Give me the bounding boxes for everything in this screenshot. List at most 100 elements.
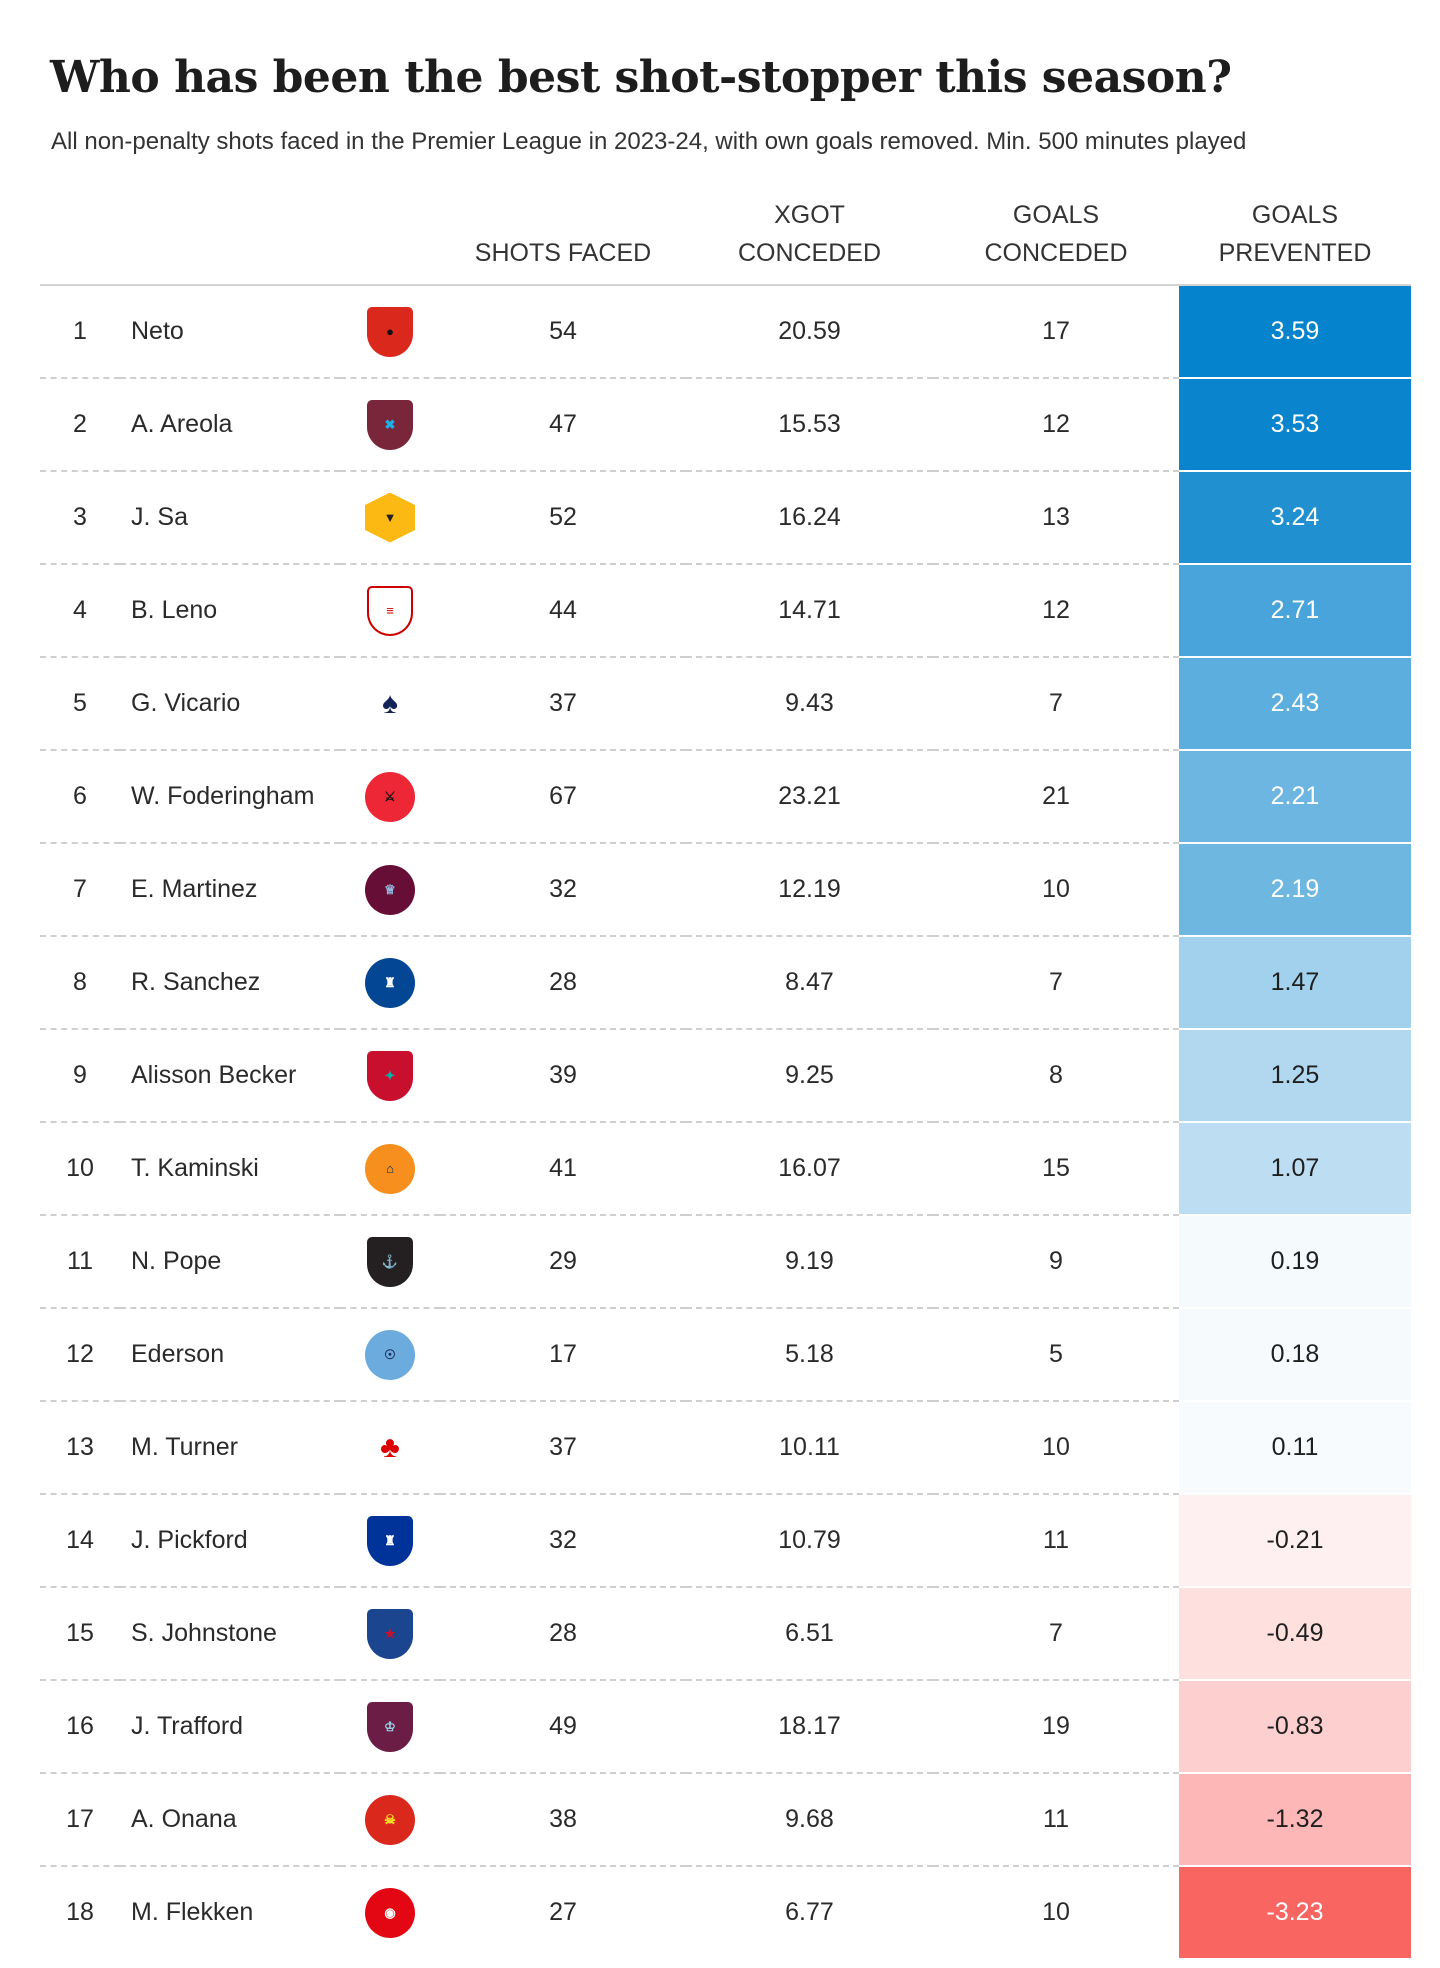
header-shots-faced: SHOTS FACED — [440, 176, 686, 286]
newcastle-crest-icon: ⚓ — [367, 1236, 413, 1287]
xgot-conceded-cell: 5.18 — [686, 1308, 933, 1402]
everton-crest-icon: ♜ — [367, 1515, 413, 1566]
xgot-conceded-cell: 9.43 — [686, 657, 933, 751]
player-name-cell: J. Pickford — [120, 1494, 340, 1588]
shots-faced-cell: 27 — [549, 1898, 577, 1926]
crystal-palace-crest-icon: ★ — [367, 1608, 413, 1659]
rank-cell: 4 — [40, 564, 120, 658]
goals-prevented-cell: 1.47 — [1179, 936, 1411, 1030]
club-logo-cell: ⌂ — [340, 1122, 440, 1216]
shots-faced-cell: 28 — [440, 936, 686, 1030]
club-logo-cell: ▼ — [340, 471, 440, 565]
chelsea-crest-icon: ♜ — [365, 957, 415, 1008]
player-name-cell: A. Onana — [120, 1773, 340, 1867]
shots-faced-cell: 37 — [440, 1401, 686, 1495]
tottenham-crest-icon: ♠ — [382, 686, 398, 720]
club-logo-cell: ♠ — [340, 657, 440, 751]
table-row: 6 W. Foderingham ⚔ 67 23.21 21 2.21 — [40, 750, 1411, 844]
player-name-cell: B. Leno — [120, 564, 340, 658]
goals-conceded-cell: 11 — [933, 1494, 1179, 1588]
goals-prevented-cell: -3.23 — [1179, 1866, 1411, 1958]
header-xgot-line-2: CONCEDED — [737, 239, 882, 267]
header-player — [120, 176, 340, 286]
shots-faced-cell: 41 — [440, 1122, 686, 1216]
liverpool-crest-icon: ✦ — [367, 1050, 413, 1101]
goals-prevented-cell: 3.59 — [1179, 285, 1411, 379]
table-row: 16 J. Trafford ♔ 49 18.17 19 -0.83 — [40, 1680, 1411, 1774]
player-name-cell: T. Kaminski — [120, 1122, 340, 1216]
player-name-cell: M. Flekken — [131, 1898, 254, 1926]
table-row: 15 S. Johnstone ★ 28 6.51 7 -0.49 — [40, 1587, 1411, 1681]
table-row: 17 A. Onana ☠ 38 9.68 11 -1.32 — [40, 1773, 1411, 1867]
chart-title: Who has been the best shot-stopper this … — [50, 52, 1232, 103]
table-row: 10 T. Kaminski ⌂ 41 16.07 15 1.07 — [40, 1122, 1411, 1216]
player-name-cell: R. Sanchez — [120, 936, 340, 1030]
club-logo-cell: ♣ — [340, 1401, 440, 1495]
rank-cell: 17 — [40, 1773, 120, 1867]
shots-faced-cell: 52 — [440, 471, 686, 565]
goals-conceded-cell: 21 — [933, 750, 1179, 844]
chart-subtitle: All non-penalty shots faced in the Premi… — [51, 128, 1247, 155]
club-logo-cell: ♕ — [340, 843, 440, 937]
table-row: 18 M. Flekken ◉ 27 6.77 10 -3.23 — [40, 1866, 1411, 1958]
shots-faced-cell: 39 — [440, 1029, 686, 1123]
table-row: 4 B. Leno ≡ 44 14.71 12 2.71 — [40, 564, 1411, 658]
xgot-conceded-cell: 20.59 — [686, 285, 933, 379]
goals-conceded-cell: 7 — [933, 936, 1179, 1030]
table-row: 7 E. Martinez ♕ 32 12.19 10 2.19 — [40, 843, 1411, 937]
player-name-cell: M. Turner — [120, 1401, 340, 1495]
xgot-conceded-cell: 6.51 — [686, 1587, 933, 1681]
goals-prevented-cell: 1.25 — [1179, 1029, 1411, 1123]
goals-conceded-cell: 8 — [933, 1029, 1179, 1123]
club-logo-cell: ⚓ — [340, 1215, 440, 1309]
header-goals-conceded: GOALS CONCEDED — [933, 176, 1179, 286]
player-name-cell: W. Foderingham — [120, 750, 340, 844]
header-prevented-line-1: GOALS — [1251, 201, 1339, 229]
goals-prevented-cell: 0.18 — [1179, 1308, 1411, 1402]
goals-conceded-cell: 15 — [933, 1122, 1179, 1216]
goals-prevented-cell: -1.32 — [1179, 1773, 1411, 1867]
xgot-conceded-cell: 18.17 — [686, 1680, 933, 1774]
rank-cell: 15 — [40, 1587, 120, 1681]
rank-cell: 2 — [40, 378, 120, 472]
xgot-conceded-cell: 23.21 — [686, 750, 933, 844]
goals-conceded-cell: 7 — [933, 1587, 1179, 1681]
club-logo-cell: ♜ — [340, 1494, 440, 1588]
goals-conceded-cell: 19 — [933, 1680, 1179, 1774]
header-goals-line-1: GOALS — [1012, 201, 1100, 229]
goals-conceded-cell: 7 — [933, 657, 1179, 751]
shots-faced-cell: 29 — [440, 1215, 686, 1309]
goals-conceded-cell: 12 — [933, 378, 1179, 472]
rank-cell: 7 — [40, 843, 120, 937]
xgot-conceded-cell: 14.71 — [686, 564, 933, 658]
rank-cell: 8 — [40, 936, 120, 1030]
nottingham-forest-crest-icon: ♣ — [380, 1430, 400, 1464]
goals-prevented-cell: -0.21 — [1179, 1494, 1411, 1588]
rank-cell: 18 — [66, 1898, 94, 1926]
goals-prevented-cell: 0.11 — [1179, 1401, 1411, 1495]
club-logo-cell: ★ — [340, 1587, 440, 1681]
club-logo-cell: ♔ — [340, 1680, 440, 1774]
club-logo-cell: ≡ — [340, 564, 440, 658]
club-logo-cell: ⚔ — [340, 750, 440, 844]
shots-faced-cell: 37 — [440, 657, 686, 751]
xgot-conceded-cell: 6.77 — [785, 1898, 834, 1926]
table-row: 9 Alisson Becker ✦ 39 9.25 8 1.25 — [40, 1029, 1411, 1123]
header-club — [340, 176, 440, 286]
goals-prevented-cell: 3.53 — [1179, 378, 1411, 472]
xgot-conceded-cell: 9.19 — [686, 1215, 933, 1309]
header-shots-faced-line-1: SHOTS FACED — [474, 239, 652, 267]
xgot-conceded-cell: 9.25 — [686, 1029, 933, 1123]
player-name-cell: A. Areola — [120, 378, 340, 472]
header-xgot-conceded: XGOT CONCEDED — [686, 176, 933, 286]
table-row: 2 A. Areola ✖ 47 15.53 12 3.53 — [40, 378, 1411, 472]
rank-cell: 12 — [40, 1308, 120, 1402]
shots-faced-cell: 32 — [440, 1494, 686, 1588]
goals-prevented-cell: 0.19 — [1179, 1215, 1411, 1309]
club-logo-cell: ♜ — [340, 936, 440, 1030]
club-logo-cell: ● — [340, 285, 440, 379]
goals-conceded-cell: 9 — [933, 1215, 1179, 1309]
club-logo-cell: ✖ — [340, 378, 440, 472]
burnley-crest-icon: ♔ — [367, 1701, 413, 1752]
